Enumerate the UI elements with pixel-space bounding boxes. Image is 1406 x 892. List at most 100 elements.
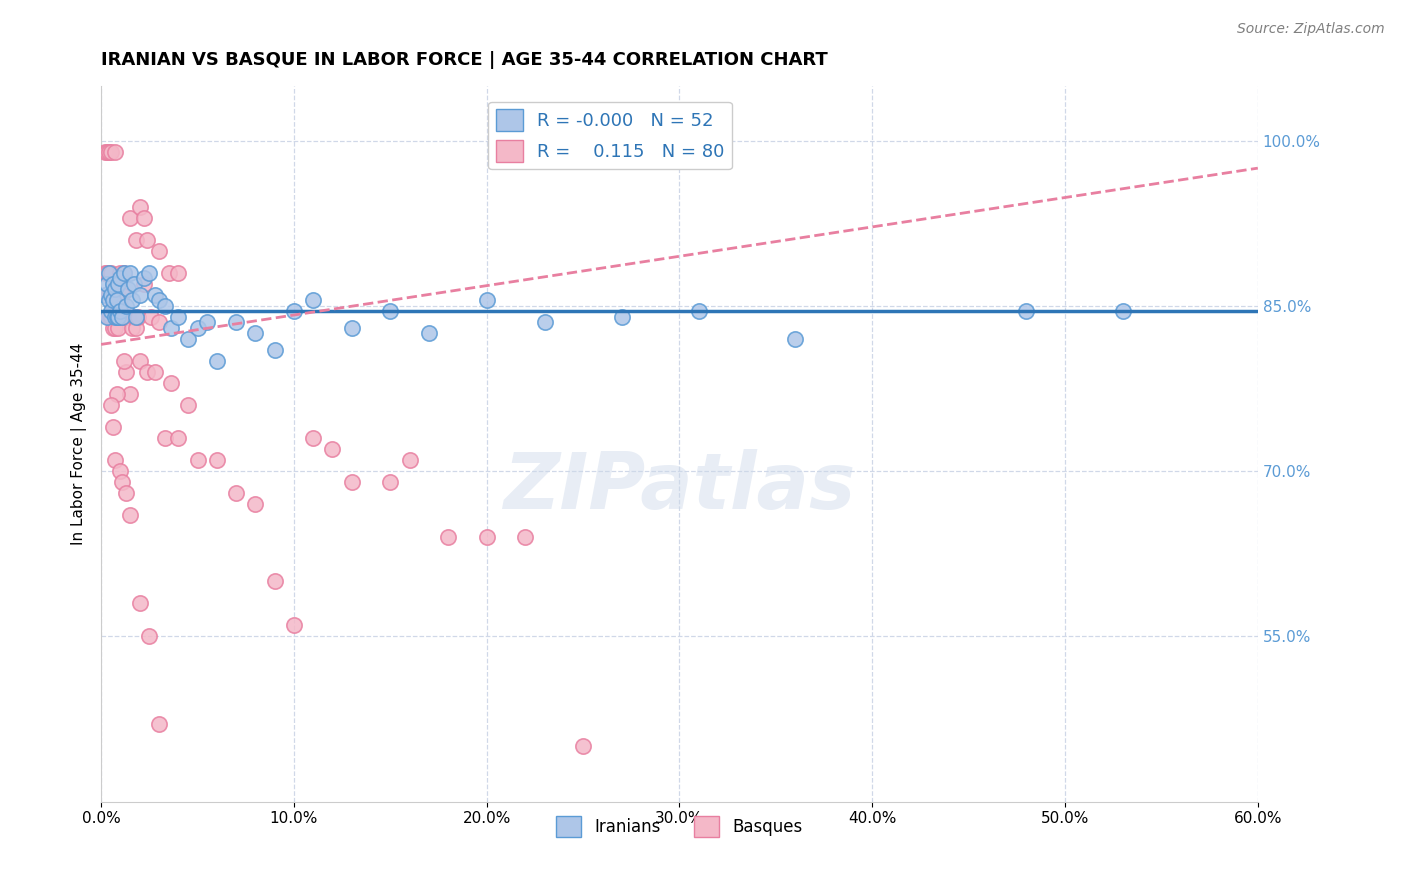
Point — [104, 288, 127, 302]
Point — [177, 398, 200, 412]
Point — [96, 277, 118, 291]
Point — [138, 266, 160, 280]
Point — [143, 288, 166, 302]
Point — [141, 310, 163, 324]
Point — [148, 293, 170, 308]
Point — [111, 288, 134, 302]
Text: ZIPatlas: ZIPatlas — [503, 449, 856, 524]
Point — [302, 431, 325, 445]
Point — [321, 442, 343, 456]
Point — [97, 293, 120, 308]
Point — [112, 266, 135, 280]
Point — [245, 497, 267, 511]
Point — [153, 431, 176, 445]
Point — [245, 326, 267, 341]
Point — [118, 266, 141, 280]
Point — [100, 304, 122, 318]
Point — [104, 453, 127, 467]
Point — [128, 288, 150, 302]
Point — [111, 475, 134, 489]
Point — [127, 310, 149, 324]
Point — [96, 310, 118, 324]
Text: Source: ZipAtlas.com: Source: ZipAtlas.com — [1237, 22, 1385, 37]
Point — [107, 310, 129, 324]
Point — [283, 304, 305, 318]
Point — [100, 288, 122, 302]
Point — [195, 315, 218, 329]
Point — [225, 315, 247, 329]
Point — [101, 293, 124, 308]
Point — [475, 530, 498, 544]
Point — [111, 310, 134, 324]
Point — [101, 321, 124, 335]
Point — [283, 618, 305, 632]
Point — [96, 266, 118, 280]
Point — [205, 453, 228, 467]
Point — [148, 244, 170, 258]
Point — [132, 277, 155, 291]
Point — [418, 326, 440, 341]
Point — [688, 304, 710, 318]
Point — [96, 288, 118, 302]
Point — [785, 332, 807, 346]
Point — [97, 310, 120, 324]
Legend: Iranians, Basques: Iranians, Basques — [550, 810, 810, 843]
Point — [100, 288, 122, 302]
Point — [136, 365, 159, 379]
Point — [122, 277, 145, 291]
Point — [159, 376, 181, 390]
Point — [610, 310, 633, 324]
Point — [515, 530, 537, 544]
Point — [100, 266, 122, 280]
Point — [340, 321, 363, 335]
Point — [107, 321, 129, 335]
Point — [110, 271, 132, 285]
Point — [177, 332, 200, 346]
Point — [122, 310, 145, 324]
Point — [97, 288, 120, 302]
Point — [110, 464, 132, 478]
Point — [125, 310, 148, 324]
Point — [94, 145, 117, 159]
Point — [153, 299, 176, 313]
Point — [125, 233, 148, 247]
Point — [121, 321, 143, 335]
Point — [475, 293, 498, 308]
Point — [132, 211, 155, 225]
Point — [110, 299, 132, 313]
Point — [398, 453, 420, 467]
Point — [112, 266, 135, 280]
Point — [263, 343, 285, 357]
Point — [118, 211, 141, 225]
Point — [186, 453, 208, 467]
Point — [117, 282, 139, 296]
Point — [97, 266, 120, 280]
Point — [100, 145, 122, 159]
Point — [1015, 304, 1038, 318]
Point — [128, 200, 150, 214]
Point — [572, 739, 595, 754]
Point — [104, 310, 127, 324]
Point — [132, 271, 155, 285]
Point — [225, 486, 247, 500]
Point — [143, 365, 166, 379]
Point — [111, 310, 134, 324]
Point — [94, 288, 117, 302]
Point — [148, 315, 170, 329]
Point — [186, 321, 208, 335]
Point — [115, 365, 138, 379]
Point — [437, 530, 460, 544]
Point — [105, 387, 128, 401]
Point — [128, 596, 150, 610]
Point — [1112, 304, 1135, 318]
Point — [167, 431, 190, 445]
Point — [101, 420, 124, 434]
Point — [167, 310, 190, 324]
Point — [100, 310, 122, 324]
Point — [380, 475, 402, 489]
Point — [136, 233, 159, 247]
Point — [121, 293, 143, 308]
Point — [110, 304, 132, 318]
Point — [96, 145, 118, 159]
Point — [302, 293, 325, 308]
